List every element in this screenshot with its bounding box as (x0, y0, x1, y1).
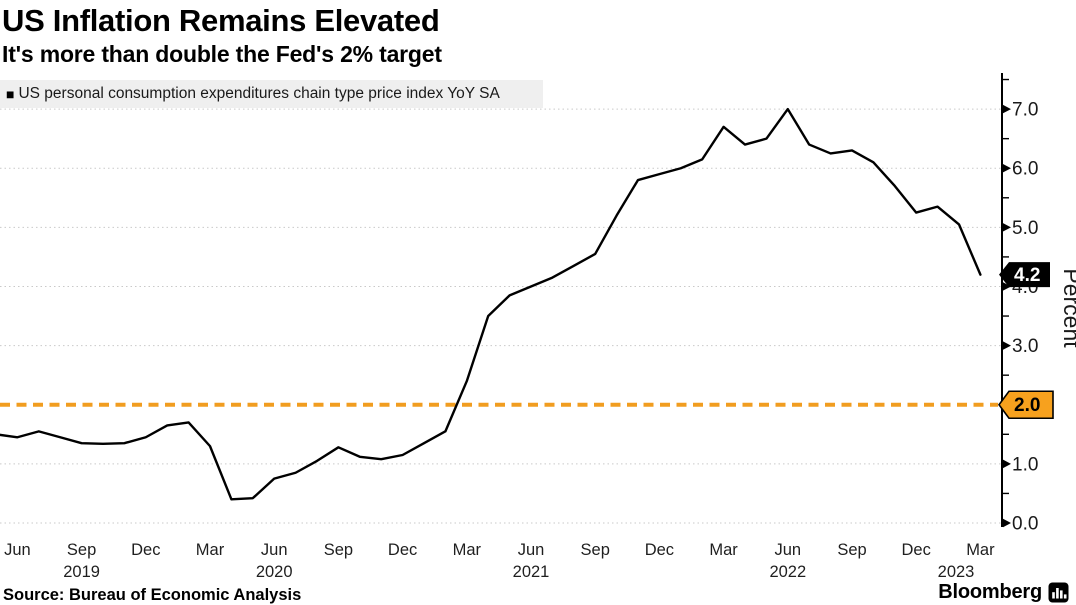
y-tick-label: 0.0 (1012, 514, 1038, 535)
last-value-tag (999, 262, 1050, 288)
y-axis-title: Percent (1059, 268, 1076, 348)
gridlines (0, 108, 1002, 524)
y-tick-label: 3.0 (1012, 336, 1038, 357)
target-tag-label: 2.0 (1014, 395, 1040, 416)
x-year-label: 2021 (513, 563, 550, 581)
x-tick-label: Jun (518, 541, 545, 559)
x-year-label: 2020 (256, 563, 293, 581)
x-tick-label: Mar (966, 541, 995, 559)
chart-subtitle: It's more than double the Fed's 2% targe… (2, 41, 442, 67)
x-tick-label: Dec (388, 541, 417, 559)
chart-title: US Inflation Remains Elevated (2, 3, 440, 38)
major-tick-arrow (1003, 459, 1011, 469)
x-tick-label: Mar (709, 541, 738, 559)
y-tick-label: 6.0 (1012, 159, 1038, 180)
x-tick-label: Dec (902, 541, 931, 559)
x-tick-label: Dec (131, 541, 160, 559)
x-year-label: 2019 (63, 563, 100, 581)
major-tick-arrow (1003, 164, 1011, 173)
bloomberg-wordmark: Bloomberg (938, 581, 1042, 603)
major-tick-arrow (1003, 341, 1011, 350)
x-year-label: 2023 (938, 563, 975, 581)
last-tag-label: 4.2 (1014, 265, 1040, 286)
x-tick-label: Jun (261, 541, 288, 559)
x-tick-label: Sep (581, 541, 610, 559)
major-tick-arrow (1003, 518, 1011, 528)
x-tick-label: Dec (645, 541, 674, 559)
x-tick-label: Sep (837, 541, 866, 559)
major-tick-arrow (1003, 223, 1011, 232)
source-note: Source: Bureau of Economic Analysis (3, 586, 302, 604)
x-tick-label: Mar (453, 541, 482, 559)
y-tick-label: 5.0 (1012, 218, 1038, 239)
y-tick-label: 1.0 (1012, 454, 1038, 475)
x-tick-label: Jun (774, 541, 801, 559)
x-tick-label: Sep (324, 541, 353, 559)
target-tag-shape (998, 390, 1054, 420)
major-tick-arrow (1003, 104, 1011, 114)
legend-series-marker-icon: ■ (6, 86, 15, 102)
major-tick-arrow (1003, 282, 1011, 291)
legend-series-label: US personal consumption expenditures cha… (18, 85, 500, 102)
bloomberg-logo: Bloomberg (938, 581, 1069, 604)
legend: ■ US personal consumption expenditures c… (0, 80, 543, 108)
bloomberg-terminal-bars-icon (1048, 582, 1069, 603)
pce-yoy-series-line (0, 107, 982, 501)
x-year-label: 2022 (769, 563, 806, 581)
x-tick-label: Mar (196, 541, 225, 559)
y-axis-minor-ticks (1002, 78, 1009, 495)
x-tick-label: Jun (4, 541, 31, 559)
last-tag-shape (999, 262, 1050, 288)
y-tick-label: 7.0 (1012, 100, 1038, 121)
target-value-tag (998, 390, 1054, 420)
x-tick-label: Sep (67, 541, 96, 559)
